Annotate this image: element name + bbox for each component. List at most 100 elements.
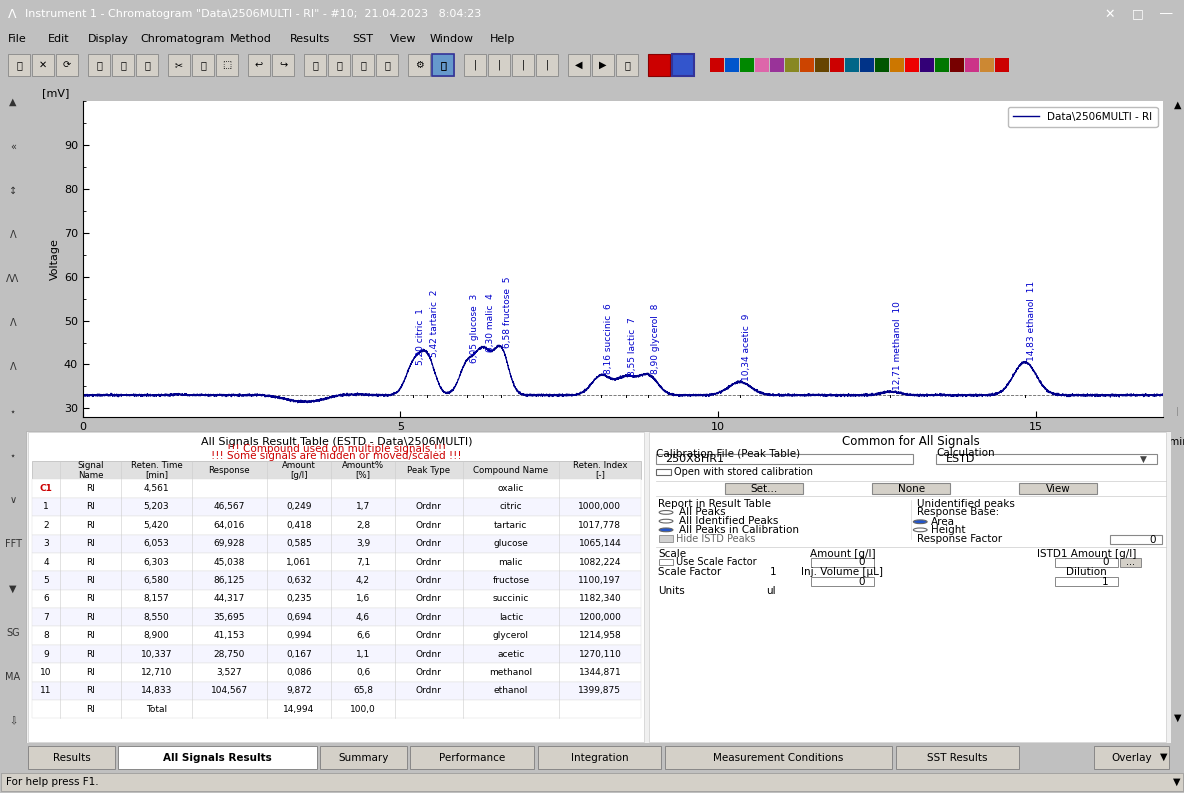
Text: 7,1: 7,1 xyxy=(356,557,371,567)
Text: ✕: ✕ xyxy=(1105,7,1115,21)
Text: 🔎: 🔎 xyxy=(384,60,390,70)
Text: Hide ISTD Peaks: Hide ISTD Peaks xyxy=(676,534,755,543)
Text: glycerol: glycerol xyxy=(493,631,529,640)
Text: 0,086: 0,086 xyxy=(287,668,311,677)
Bar xyxy=(935,58,950,72)
Text: Response Factor: Response Factor xyxy=(916,534,1002,544)
Text: 1399,875: 1399,875 xyxy=(579,686,622,695)
Text: Λ: Λ xyxy=(8,7,17,21)
Bar xyxy=(32,516,641,534)
Text: Ordnr: Ordnr xyxy=(416,539,442,548)
Text: Scale Factor: Scale Factor xyxy=(658,567,721,577)
Text: 1065,144: 1065,144 xyxy=(579,539,622,548)
Text: Performance: Performance xyxy=(439,753,506,763)
Bar xyxy=(648,54,670,76)
Text: 5,20 citric  1: 5,20 citric 1 xyxy=(416,308,425,366)
Text: Amount%
[%]: Amount% [%] xyxy=(342,461,384,480)
Text: 0,418: 0,418 xyxy=(287,521,311,530)
Text: ▼: ▼ xyxy=(1140,454,1147,464)
Text: 0: 0 xyxy=(1150,534,1156,545)
Text: 6: 6 xyxy=(43,595,49,603)
Text: ▼: ▼ xyxy=(1160,752,1167,762)
Text: ▲: ▲ xyxy=(9,97,17,107)
Text: ⋆: ⋆ xyxy=(9,450,17,461)
Bar xyxy=(875,58,889,72)
Text: Compound Name: Compound Name xyxy=(474,465,548,475)
Text: ESTD: ESTD xyxy=(946,454,974,464)
Text: Ordnr: Ordnr xyxy=(416,595,442,603)
Bar xyxy=(32,571,641,590)
Text: All Identified Peaks: All Identified Peaks xyxy=(678,516,778,526)
Legend: Data\2506MULTI - RI: Data\2506MULTI - RI xyxy=(1008,106,1158,127)
Text: 11: 11 xyxy=(40,686,52,695)
Text: 2: 2 xyxy=(43,521,49,530)
Text: 9,872: 9,872 xyxy=(287,686,311,695)
Text: Peak Type: Peak Type xyxy=(407,465,450,475)
Text: Amount [g/l]: Amount [g/l] xyxy=(810,549,875,558)
Text: 0,585: 0,585 xyxy=(287,539,311,548)
Bar xyxy=(965,58,979,72)
Text: 📋: 📋 xyxy=(200,60,206,70)
Text: 1182,340: 1182,340 xyxy=(579,595,622,603)
Bar xyxy=(32,534,641,553)
Text: Scale: Scale xyxy=(658,549,687,558)
Text: Height: Height xyxy=(931,525,965,534)
Text: Open with stored calibration: Open with stored calibration xyxy=(674,467,813,477)
Bar xyxy=(980,58,995,72)
Bar xyxy=(873,484,950,494)
Text: !!! Compound used on multiple signals !!!: !!! Compound used on multiple signals !!… xyxy=(226,444,446,454)
Text: 104,567: 104,567 xyxy=(211,686,247,695)
Text: Λ: Λ xyxy=(9,362,17,372)
Text: ⏭: ⏭ xyxy=(624,60,630,70)
Bar xyxy=(488,54,510,76)
Text: 1214,958: 1214,958 xyxy=(579,631,622,640)
Text: ethanol: ethanol xyxy=(494,686,528,695)
Text: ↩: ↩ xyxy=(255,60,263,70)
Text: [min]: [min] xyxy=(1165,436,1184,446)
Text: 10,34 acetic  9: 10,34 acetic 9 xyxy=(742,313,751,381)
Bar xyxy=(785,58,799,72)
Text: 🔍: 🔍 xyxy=(313,60,318,70)
Text: All Signals Results: All Signals Results xyxy=(163,753,272,763)
Bar xyxy=(830,58,844,72)
Bar xyxy=(538,746,662,768)
Text: 1: 1 xyxy=(770,567,776,577)
Text: 🔍: 🔍 xyxy=(120,60,126,70)
Text: FFT: FFT xyxy=(5,539,21,549)
Text: Measurement Conditions: Measurement Conditions xyxy=(713,753,844,763)
Bar xyxy=(1094,746,1169,768)
Bar xyxy=(1055,558,1118,567)
Text: Ordnr: Ordnr xyxy=(416,503,442,511)
Bar xyxy=(32,54,54,76)
Text: ✂: ✂ xyxy=(175,60,184,70)
Text: |: | xyxy=(546,59,548,71)
Bar xyxy=(215,54,238,76)
Text: 1017,778: 1017,778 xyxy=(579,521,622,530)
Text: 12,71 methanol  10: 12,71 methanol 10 xyxy=(893,301,902,390)
Text: 1,6: 1,6 xyxy=(356,595,371,603)
Text: 🖨: 🖨 xyxy=(144,60,150,70)
Text: □: □ xyxy=(1132,7,1144,21)
Text: None: None xyxy=(897,484,925,493)
Bar xyxy=(740,58,754,72)
Bar xyxy=(659,559,673,565)
Circle shape xyxy=(659,519,673,523)
Text: 14,994: 14,994 xyxy=(283,705,315,714)
Text: Summary: Summary xyxy=(339,753,388,763)
Text: Λ: Λ xyxy=(9,230,17,239)
Text: 64,016: 64,016 xyxy=(214,521,245,530)
Bar xyxy=(408,54,430,76)
Text: RI: RI xyxy=(86,613,95,622)
Text: ✕: ✕ xyxy=(39,60,47,70)
Text: 6,58 fructose  5: 6,58 fructose 5 xyxy=(503,276,513,348)
Text: Total: Total xyxy=(146,705,167,714)
Text: 6,05 glucose  3: 6,05 glucose 3 xyxy=(470,294,478,363)
Text: 14,83 ethanol  11: 14,83 ethanol 11 xyxy=(1028,281,1036,361)
Text: Reten. Time
[min]: Reten. Time [min] xyxy=(130,461,182,480)
Text: MA: MA xyxy=(6,672,20,682)
Bar xyxy=(860,58,874,72)
Text: 8,900: 8,900 xyxy=(143,631,169,640)
Text: 10: 10 xyxy=(40,668,52,677)
Text: ―: ― xyxy=(1160,7,1172,21)
Text: Ordnr: Ordnr xyxy=(416,631,442,640)
